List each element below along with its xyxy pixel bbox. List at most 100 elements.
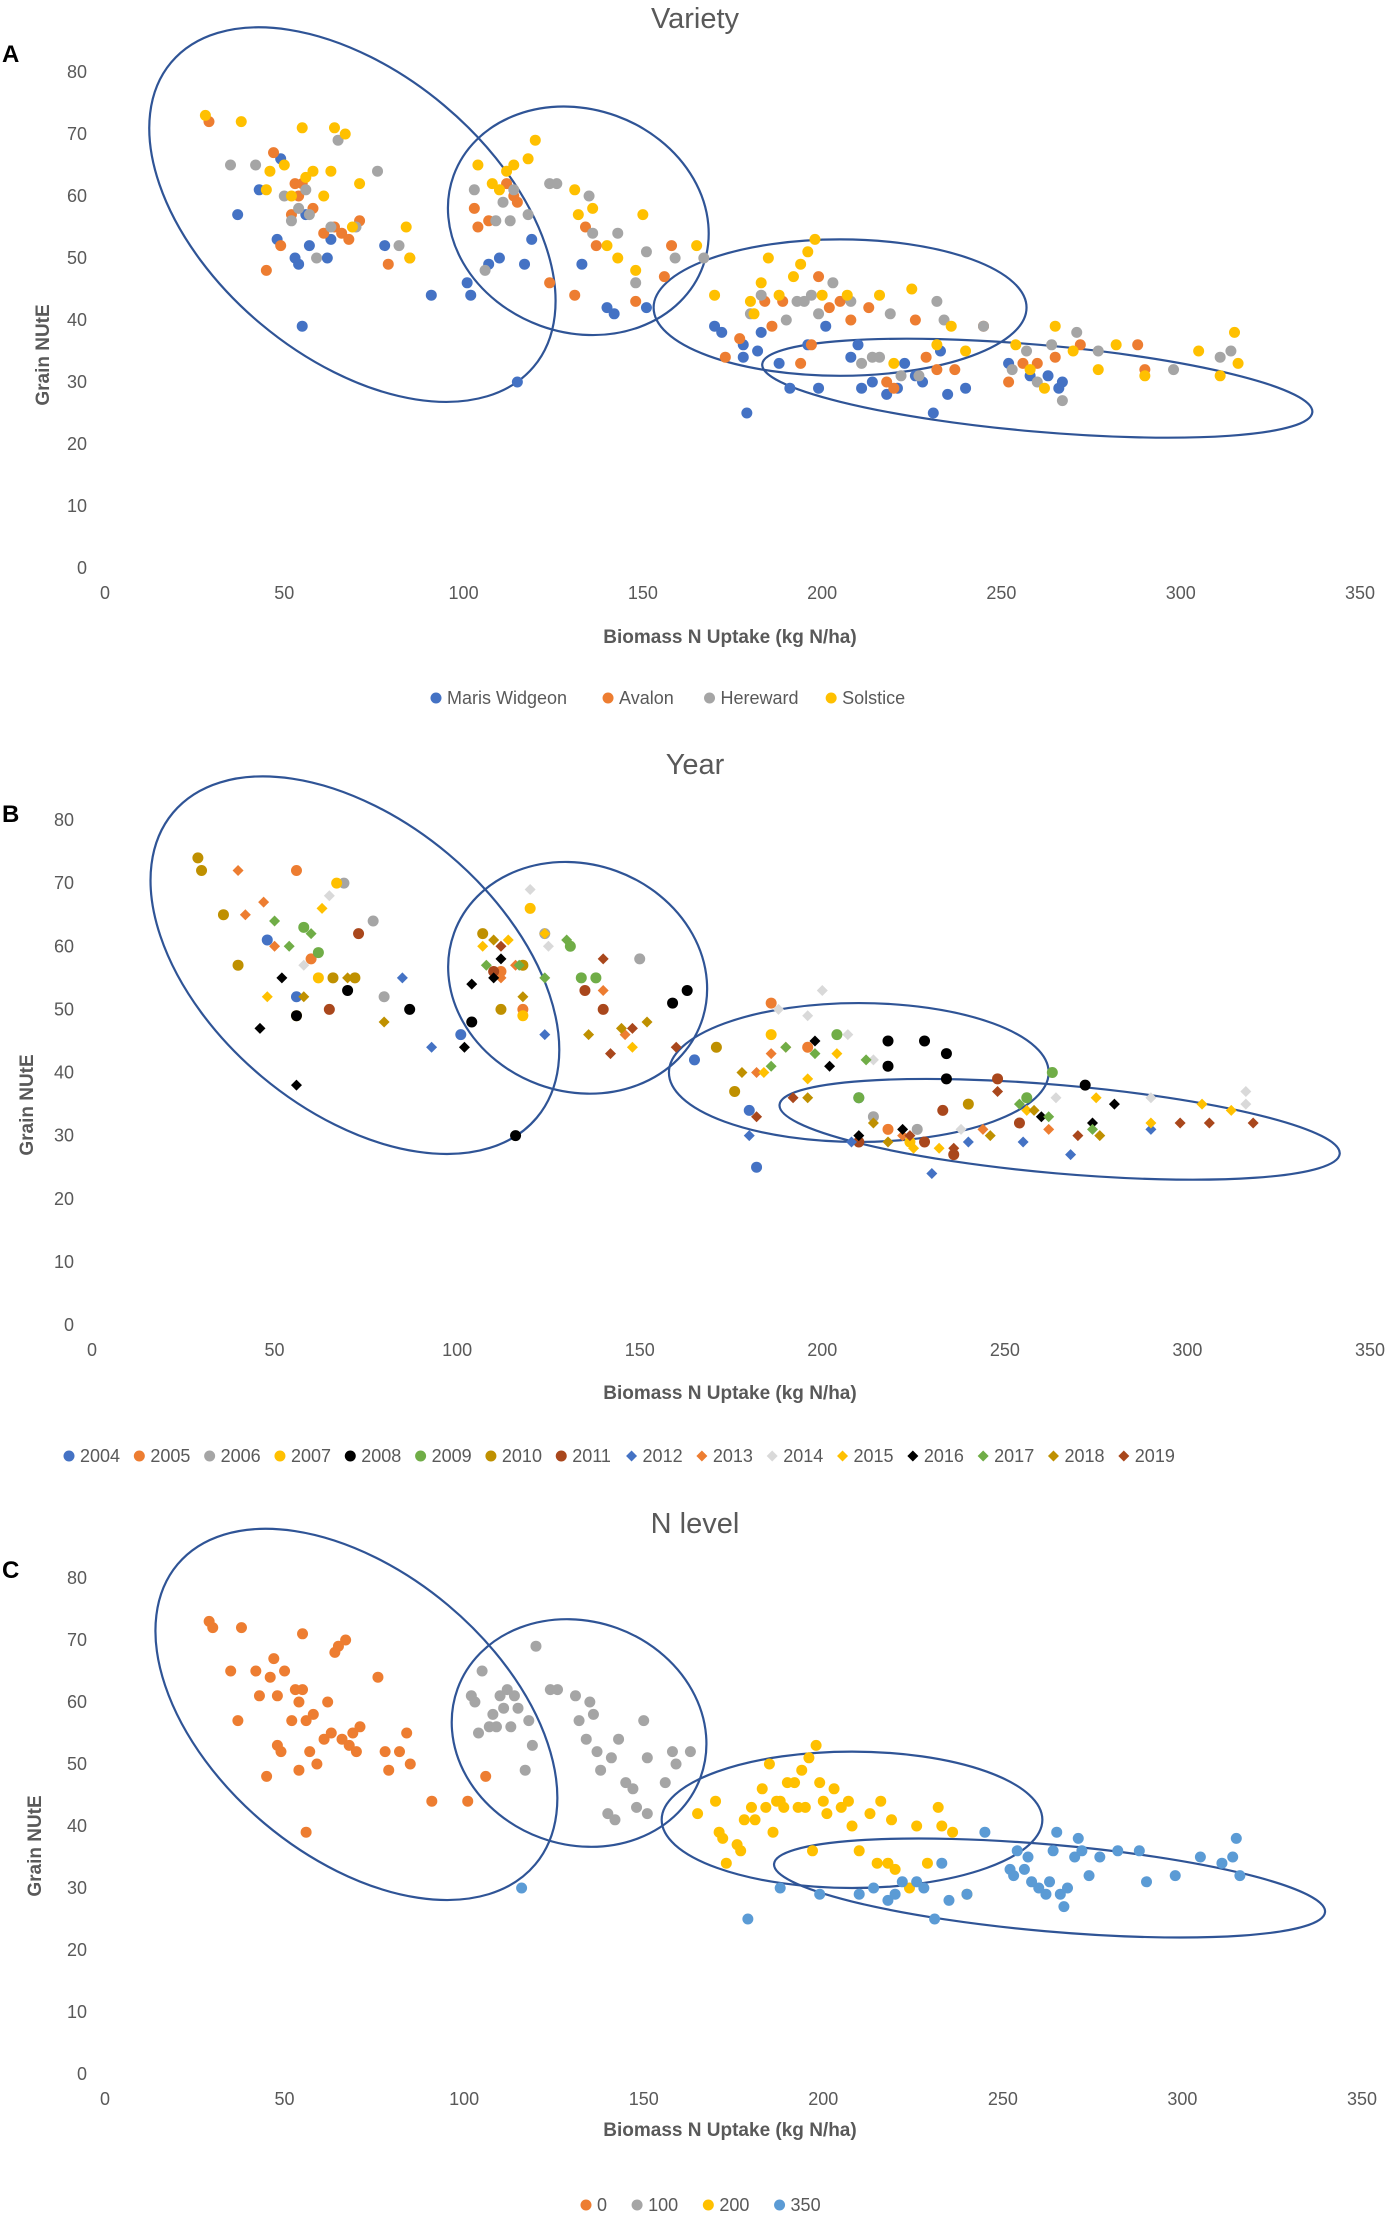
x-axis-label-b: Biomass N Uptake (kg N/ha) [603,1383,856,1404]
x-tick-label-a: 200 [807,583,837,603]
point-a-maris-widgeon [881,388,893,400]
cluster-ellipses-c [154,1527,1327,1939]
point-b-2004 [290,991,302,1003]
chart-title-n-level: N level [651,1508,740,1540]
point-b-2005 [802,1041,814,1053]
point-c-200 [767,1826,779,1838]
point-c-0 [318,1733,330,1745]
point-a-avalon [501,178,513,190]
point-a-solstice [906,283,918,295]
y-tick-label-c: 40 [67,1816,87,1836]
y-axis-label-c: Grain NUtE [25,1795,46,1896]
point-b-2006 [367,915,379,927]
point-a-solstice [328,122,340,134]
legend-marker-b-2007 [274,1450,286,1462]
legend-marker-b-2013 [696,1450,708,1462]
y-tick-label-b: 0 [64,1315,74,1335]
point-b-2011 [919,1136,931,1148]
point-a-solstice [960,345,972,357]
legend-item-b-2016: 2016 [907,1446,964,1466]
point-b-2018 [641,1016,653,1028]
point-c-350 [1051,1826,1063,1838]
point-b-2011 [597,1003,609,1015]
point-c-0 [322,1696,334,1708]
point-b-2012 [1065,1149,1077,1161]
y-axis-label-b: Grain NUtE [17,1054,38,1155]
y-tick-label-a: 50 [67,248,87,268]
point-a-maris-widgeon [608,308,620,320]
point-c-100 [659,1777,671,1789]
y-tick-label-b: 60 [54,936,74,956]
point-b-2009 [312,947,324,959]
point-a-maris-widgeon [845,351,857,363]
point-b-2018 [736,1067,748,1078]
point-a-maris-widgeon [741,407,753,419]
legend-marker-a-solstice [825,692,837,704]
point-b-2019 [948,1142,960,1154]
point-a-hereward [798,295,810,307]
point-a-avalon [834,295,846,307]
point-b-2013 [765,1048,777,1060]
point-b-2015 [477,940,489,952]
point-c-350 [1083,1870,1095,1882]
point-c-0 [297,1628,309,1640]
point-b-2016 [495,953,507,965]
point-b-2017 [283,940,295,952]
legend-label-c-0: 0 [597,2195,607,2215]
point-c-0 [354,1721,366,1733]
point-a-solstice [795,258,807,270]
cluster-ellipse-c-3 [660,1750,1044,1890]
legend-label-b-2012: 2012 [643,1446,683,1466]
legend-marker-b-2009 [415,1450,427,1462]
x-tick-label-b: 50 [265,1340,285,1360]
point-a-maris-widgeon [1056,376,1068,388]
legend-label-b-2019: 2019 [1135,1446,1175,1466]
point-c-0 [271,1690,283,1702]
point-b-2014 [772,1003,784,1015]
x-tick-label-a: 0 [100,583,110,603]
point-c-350 [911,1876,923,1888]
point-c-350 [1058,1901,1070,1913]
point-b-2013 [495,972,507,984]
panel-label-b: B [2,801,19,828]
point-c-100 [508,1690,520,1702]
point-c-100 [595,1764,607,1776]
point-a-maris-widgeon [716,326,728,338]
point-c-0 [293,1764,305,1776]
point-c-100 [580,1733,592,1745]
x-axis-label-c: Biomass N Uptake (kg N/ha) [603,2120,856,2141]
legend-item-b-2005: 2005 [133,1446,190,1466]
point-b-2014 [802,1010,814,1022]
legend-label-b-2016: 2016 [924,1446,964,1466]
point-a-avalon [805,339,817,351]
point-a-solstice [691,240,703,252]
point-c-100 [476,1665,488,1677]
x-tick-label-c: 50 [275,2089,295,2109]
point-c-100 [584,1696,596,1708]
point-b-2019 [1203,1117,1215,1129]
point-b-2014 [842,1029,854,1041]
point-c-0 [225,1665,237,1677]
point-b-2018 [583,1029,595,1041]
point-c-100 [469,1696,481,1708]
point-a-solstice [587,202,599,214]
point-b-2010 [710,1041,722,1053]
point-b-2012 [539,1029,551,1041]
point-b-2016 [809,1035,821,1047]
point-a-maris-widgeon [379,240,391,252]
point-b-2007 [312,972,324,984]
point-a-avalon [1017,357,1029,369]
point-b-2012 [743,1130,755,1142]
point-a-maris-widgeon [773,357,785,369]
legend-marker-b-2005 [133,1450,145,1462]
cluster-ellipse-a-1 [148,26,557,403]
point-b-2018 [867,1117,879,1129]
point-b-2019 [670,1041,682,1053]
point-c-200 [760,1801,772,1813]
point-a-avalon [719,351,731,363]
point-a-maris-widgeon [755,326,767,338]
legend-label-b-2014: 2014 [783,1446,823,1466]
point-a-hereward [490,215,502,227]
